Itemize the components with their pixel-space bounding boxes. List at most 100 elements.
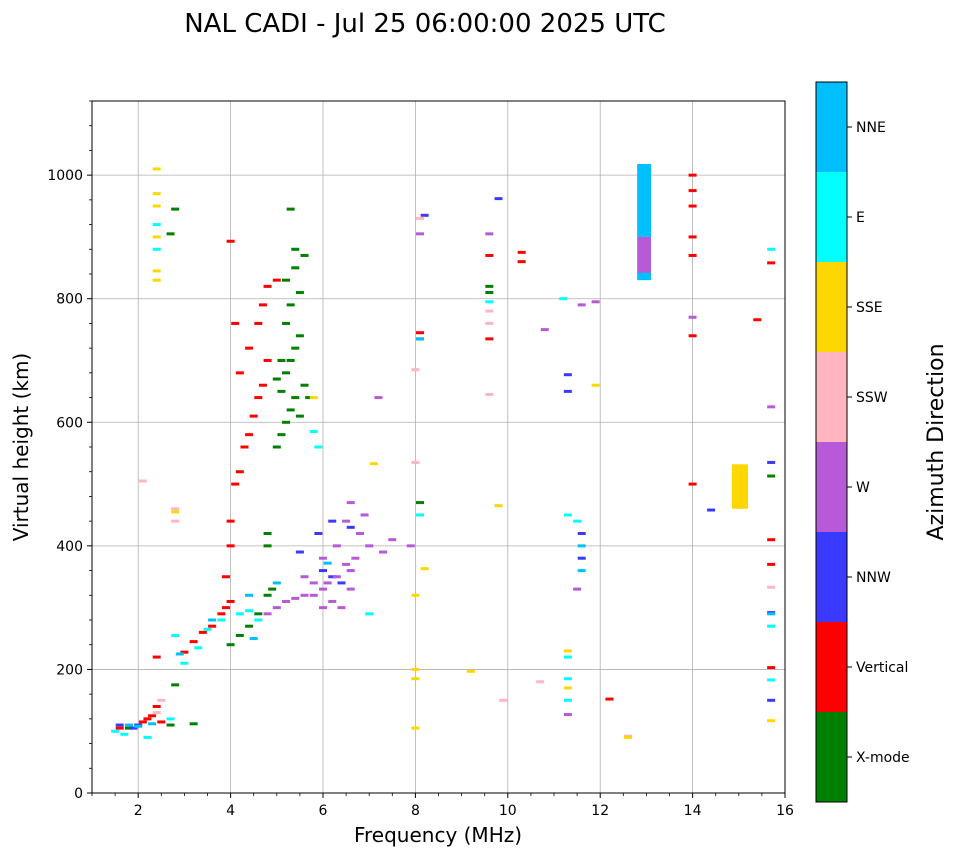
data-point-e: [309, 430, 318, 434]
data-point-e: [217, 618, 226, 622]
x-tick-label: 16: [776, 803, 794, 819]
colorbar-border: [815, 81, 848, 803]
data-point-w: [351, 556, 360, 560]
data-point-nne: [148, 722, 157, 726]
data-point-ssw: [499, 698, 508, 702]
data-point-x-mode: [166, 232, 175, 236]
data-point-nne: [272, 581, 281, 585]
x-axis-title: Frequency (MHz): [354, 823, 522, 847]
data-point-e: [166, 717, 175, 721]
data-point-e: [416, 513, 425, 517]
data-bars: [637, 164, 749, 509]
data-point-nnw: [328, 519, 337, 523]
data-point-vertical: [226, 519, 235, 523]
data-point-w: [416, 232, 425, 236]
data-point-vertical: [688, 173, 697, 177]
data-point-vertical: [416, 331, 425, 335]
data-point-x-mode: [226, 643, 235, 647]
data-point-nne: [323, 561, 332, 565]
data-point-sse: [152, 204, 161, 208]
data-point-sse: [411, 593, 420, 597]
data-point-sse: [466, 669, 475, 673]
data-point-nnw: [767, 460, 776, 464]
data-point-sse: [152, 269, 161, 273]
data-point-ssw: [171, 519, 180, 523]
data-point-w: [591, 300, 600, 304]
data-point-e: [365, 612, 374, 616]
data-point-w: [337, 606, 346, 610]
data-point-w: [342, 562, 351, 566]
data-point-w: [346, 569, 355, 573]
data-point-nnw: [346, 525, 355, 529]
data-point-vertical: [688, 482, 697, 486]
colorbar-segment-w: [816, 442, 847, 532]
data-point-e: [767, 624, 776, 628]
plot-background: [92, 101, 785, 793]
data-point-nnw: [494, 197, 503, 201]
data-point-sse: [171, 510, 180, 514]
data-point-vertical: [115, 726, 124, 730]
data-point-sse: [420, 567, 429, 571]
data-point-nne: [208, 618, 217, 622]
data-point-vertical: [235, 371, 244, 375]
y-tick-label: 0: [74, 786, 83, 802]
x-tick-label: 8: [411, 803, 420, 819]
data-point-x-mode: [291, 396, 300, 400]
data-point-ssw: [157, 698, 166, 702]
data-point-vertical: [517, 250, 526, 254]
data-point-x-mode: [189, 722, 198, 726]
data-point-nnw: [314, 532, 323, 535]
data-point-nnw: [563, 373, 572, 377]
data-point-w: [342, 519, 351, 523]
data-point-vertical: [688, 253, 697, 257]
data-point-x-mode: [263, 593, 272, 597]
colorbar-segment-nne: [816, 82, 847, 172]
data-point-vertical: [767, 538, 776, 542]
data-point-vertical: [254, 321, 263, 325]
data-point-e: [245, 609, 254, 613]
data-point-sse: [591, 383, 600, 387]
colorbar-title: Azimuth Direction: [924, 343, 949, 540]
data-point-x-mode: [277, 359, 286, 362]
x-tick-label: 4: [226, 803, 235, 819]
data-point-nnw: [328, 575, 337, 579]
data-point-w: [388, 538, 397, 542]
data-bar-nne: [637, 164, 652, 237]
data-point-e: [563, 677, 572, 681]
data-point-e: [563, 655, 572, 659]
data-point-ssw: [485, 321, 494, 325]
data-point-e: [152, 247, 161, 251]
data-point-ssw: [138, 479, 147, 483]
data-point-x-mode: [286, 303, 295, 307]
data-point-x-mode: [286, 207, 295, 211]
data-point-nne: [577, 569, 586, 573]
data-point-vertical: [235, 470, 244, 474]
data-point-nne: [175, 652, 184, 656]
data-point-vertical: [767, 261, 776, 265]
data-point-ssw: [171, 507, 180, 511]
data-point-nne: [249, 637, 258, 641]
data-point-vertical: [231, 321, 240, 325]
data-point-x-mode: [171, 683, 180, 687]
chart-title-group: NAL CADI - Jul 25 06:00:00 2025 UTC: [184, 9, 666, 39]
data-bar-sse: [731, 464, 749, 509]
colorbar-label: E: [856, 210, 865, 226]
data-point-e: [235, 612, 244, 616]
data-point-sse: [309, 396, 318, 400]
data-point-vertical: [485, 253, 494, 257]
data-point-x-mode: [254, 612, 263, 616]
y-tick-label: 800: [56, 292, 83, 308]
data-point-x-mode: [485, 291, 494, 295]
data-point-ssw: [485, 309, 494, 313]
data-point-nnw: [577, 556, 586, 560]
data-point-vertical: [263, 284, 272, 288]
data-point-vertical: [226, 239, 235, 243]
x-tick-label: 12: [591, 803, 609, 819]
data-point-vertical: [753, 318, 762, 322]
data-point-w: [309, 581, 318, 585]
data-point-e: [767, 247, 776, 251]
data-point-w: [563, 713, 572, 717]
data-point-e: [203, 627, 212, 631]
data-point-w: [485, 232, 494, 236]
data-point-ssw: [152, 711, 161, 715]
